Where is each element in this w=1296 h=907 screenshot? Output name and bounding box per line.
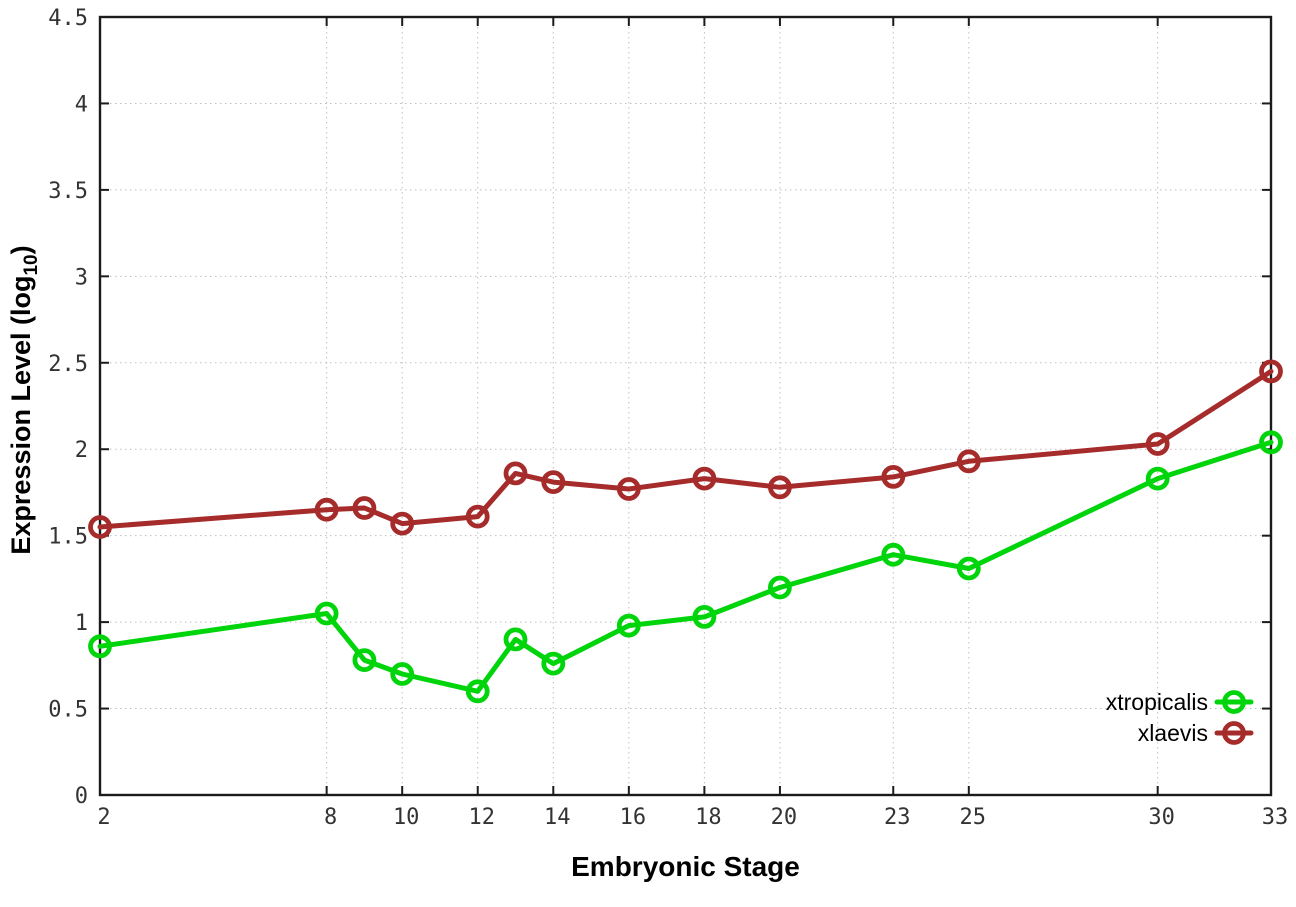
data-point-xlaevis: [768, 475, 792, 500]
data-point-xlaevis: [1145, 432, 1170, 456]
data-point-xlaevis: [88, 515, 112, 539]
data-point-xlaevis: [314, 497, 339, 522]
data-point-xlaevis: [390, 511, 415, 536]
y-tick-label: 2.5: [48, 352, 88, 377]
y-tick-label: 3: [75, 265, 88, 290]
x-tick-label: 20: [771, 805, 798, 830]
x-tick-label: 18: [695, 805, 722, 830]
x-tick-label: 2: [97, 805, 110, 830]
data-point-xlaevis: [503, 461, 528, 486]
y-tick-label: 0: [75, 784, 88, 809]
x-tick-label: 23: [884, 805, 911, 830]
data-point-xtropicalis: [616, 613, 641, 638]
data-point-xlaevis: [465, 504, 490, 529]
data-point-xlaevis: [1259, 359, 1283, 384]
data-point-xtropicalis: [465, 679, 490, 704]
data-point-xlaevis: [692, 466, 717, 491]
data-point-xtropicalis: [956, 556, 981, 581]
y-tick-label: 0.5: [48, 698, 88, 723]
data-point-xtropicalis: [541, 651, 566, 676]
x-tick-label: 16: [620, 805, 647, 830]
x-axis-title: Embryonic Stage: [571, 851, 800, 882]
series-line-xlaevis: [97, 368, 1274, 530]
series-line-xtropicalis: [97, 439, 1274, 694]
legend-marker-xtropicalis: [1222, 690, 1246, 714]
y-tick-label: 4.5: [48, 6, 88, 31]
data-point-xlaevis: [956, 449, 981, 474]
data-point-xtropicalis: [1145, 466, 1170, 491]
data-point-xtropicalis: [692, 605, 717, 629]
data-point-xtropicalis: [390, 662, 415, 686]
x-tick-label: 30: [1148, 805, 1175, 830]
data-point-xtropicalis: [503, 627, 528, 652]
x-tick-label: 8: [324, 805, 337, 830]
x-tick-label: 14: [544, 805, 571, 830]
data-point-xtropicalis: [352, 648, 377, 672]
plot-border: [98, 15, 1273, 797]
data-point-xtropicalis: [88, 634, 112, 659]
y-tick-label: 2: [75, 438, 88, 463]
y-tick-label: 1: [75, 611, 88, 636]
legend-label-xlaevis: xlaevis: [1138, 720, 1208, 746]
data-point-xlaevis: [881, 464, 906, 489]
data-point-xlaevis: [616, 477, 641, 501]
y-axis-title: Expression Level (log10): [6, 245, 42, 554]
legend-marker-xlaevis: [1222, 721, 1246, 745]
y-tick-label: 4: [75, 92, 88, 117]
y-tick-label: 3.5: [48, 179, 88, 204]
x-tick-label: 10: [393, 805, 420, 830]
x-tick-label: 12: [468, 805, 495, 830]
data-point-xtropicalis: [314, 601, 339, 626]
data-point-xtropicalis: [881, 542, 906, 567]
x-tick-label: 25: [960, 805, 987, 830]
data-point-xlaevis: [352, 496, 377, 520]
data-point-xtropicalis: [768, 575, 792, 600]
x-tick-label: 33: [1262, 805, 1289, 830]
legend-label-xtropicalis: xtropicalis: [1106, 689, 1208, 715]
data-point-xlaevis: [541, 470, 566, 495]
data-point-xtropicalis: [1259, 430, 1283, 455]
y-tick-label: 1.5: [48, 525, 88, 550]
